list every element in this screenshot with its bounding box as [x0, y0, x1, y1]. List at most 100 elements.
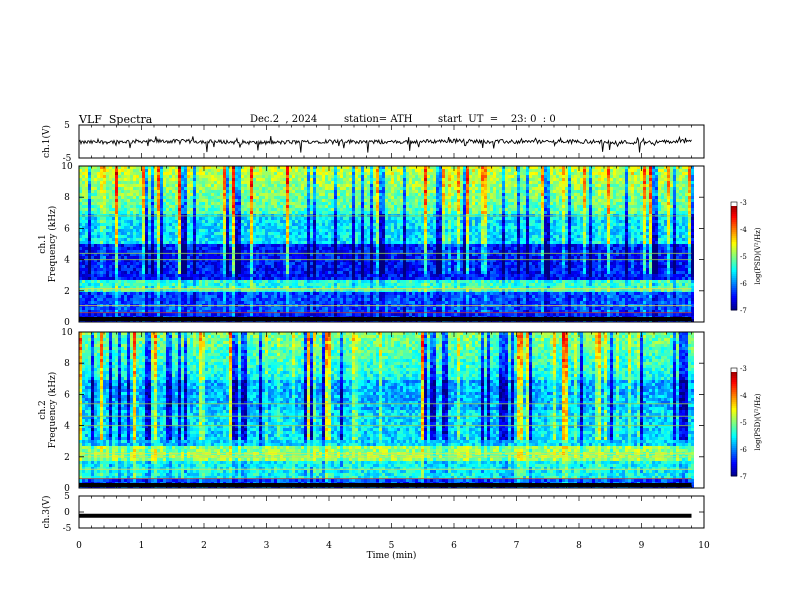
spectrogram-cell	[595, 187, 598, 190]
spectrogram-cell	[535, 196, 538, 199]
spectrogram-cell	[421, 190, 424, 193]
spectrogram-cell	[508, 220, 511, 223]
spectrogram-cell	[238, 220, 241, 223]
spectrogram-cell	[688, 199, 691, 202]
spectrogram-cell	[346, 184, 349, 187]
spectrogram-cell	[637, 181, 640, 184]
spectrogram-cell	[322, 184, 325, 187]
spectrogram-cell	[466, 211, 469, 214]
spectrogram-cell	[280, 184, 283, 187]
spectrogram-cell	[322, 178, 325, 181]
spectrogram-cell	[202, 196, 205, 199]
spectrogram-cell	[499, 184, 502, 187]
spectrogram-cell	[382, 169, 385, 172]
spectrogram-cell	[505, 199, 508, 202]
spectrogram-cell	[676, 178, 679, 181]
spectrogram-cell	[328, 232, 331, 235]
spectrogram-cell	[649, 208, 652, 211]
spectrogram-cell	[310, 187, 313, 190]
spectrogram-cell	[232, 178, 235, 181]
spectrogram-cell	[292, 229, 295, 232]
spectrogram-cell	[442, 202, 445, 205]
spectrogram-cell	[193, 175, 196, 178]
spectrogram-cell	[220, 193, 223, 196]
spectrogram-cell	[643, 202, 646, 205]
spectrogram-cell	[676, 220, 679, 223]
spectrogram-cell	[163, 193, 166, 196]
spectrogram-cell	[349, 193, 352, 196]
spectrogram-cell	[292, 211, 295, 214]
spectrogram-cell	[193, 178, 196, 181]
spectrogram-cell	[445, 196, 448, 199]
spectrogram-cell	[559, 193, 562, 196]
spectrogram-cell	[661, 169, 664, 172]
spectrogram-cell	[631, 205, 634, 208]
spectrogram-cell	[598, 220, 601, 223]
spectrogram-cell	[103, 184, 106, 187]
spectrogram-cell	[127, 235, 130, 238]
spectrogram-cell	[127, 232, 130, 235]
spectrogram-cell	[319, 229, 322, 232]
spectrogram-cell	[550, 184, 553, 187]
spectrogram-cell	[346, 220, 349, 223]
spectrogram-cell	[193, 169, 196, 172]
spectrogram-cell	[208, 199, 211, 202]
spectrogram-cell	[547, 223, 550, 226]
spectrogram-cell	[301, 172, 304, 175]
spectrogram-cell	[88, 181, 91, 184]
spectrogram-cell	[397, 202, 400, 205]
spectrogram-cell	[298, 196, 301, 199]
spectrogram-cell	[481, 193, 484, 196]
spectrogram-cell	[193, 193, 196, 196]
spectrogram-cell	[505, 232, 508, 235]
spectrogram-cell	[469, 226, 472, 229]
spectrogram-cell	[115, 172, 118, 175]
spectrogram-cell	[634, 202, 637, 205]
spectrogram-cell	[565, 190, 568, 193]
spectrogram-cell	[541, 199, 544, 202]
spectrogram-cell	[637, 223, 640, 226]
spectrogram-cell	[685, 178, 688, 181]
spectrogram-cell	[310, 235, 313, 238]
spectrogram-cell	[574, 235, 577, 238]
spectrogram-cell	[148, 178, 151, 181]
spectrogram-cell	[106, 223, 109, 226]
ch1-waveform-line	[79, 136, 692, 153]
spectrogram-cell	[136, 217, 139, 220]
spectrogram-cell	[553, 184, 556, 187]
spectrogram-cell	[259, 196, 262, 199]
spectrogram-cell	[688, 184, 691, 187]
spectrogram-cell	[388, 172, 391, 175]
spectrogram-cell	[547, 193, 550, 196]
spectrogram-cell	[259, 202, 262, 205]
spectrogram-cell	[121, 217, 124, 220]
spectrogram-cell	[457, 220, 460, 223]
spectrogram-cell	[550, 178, 553, 181]
spectrogram-cell	[520, 223, 523, 226]
spectrogram-cell	[478, 229, 481, 232]
spectrogram-cell	[526, 208, 529, 211]
spectrogram-cell	[235, 172, 238, 175]
spectrogram-cell	[205, 211, 208, 214]
spectrogram-cell	[589, 169, 592, 172]
spectrogram-cell	[310, 181, 313, 184]
spectrogram-cell	[346, 169, 349, 172]
spectrogram-cell	[526, 172, 529, 175]
spectrogram-cell	[574, 199, 577, 202]
spectrogram-cell	[466, 220, 469, 223]
spectrogram-cell	[274, 226, 277, 229]
spectrogram-cell	[127, 220, 130, 223]
spectrogram-cell	[370, 217, 373, 220]
spectrogram-cell	[115, 217, 118, 220]
spectrogram-cell	[373, 229, 376, 232]
spectrogram-cell	[682, 172, 685, 175]
spectrogram-cell	[169, 220, 172, 223]
spectrogram-cell	[274, 181, 277, 184]
spectrogram-cell	[118, 190, 121, 193]
spectrogram-cell	[127, 217, 130, 220]
spectrogram-cell	[181, 220, 184, 223]
spectrogram-cell	[361, 199, 364, 202]
spectrogram-cell	[400, 202, 403, 205]
spectrogram-cell	[403, 193, 406, 196]
spectrogram-cell	[217, 193, 220, 196]
